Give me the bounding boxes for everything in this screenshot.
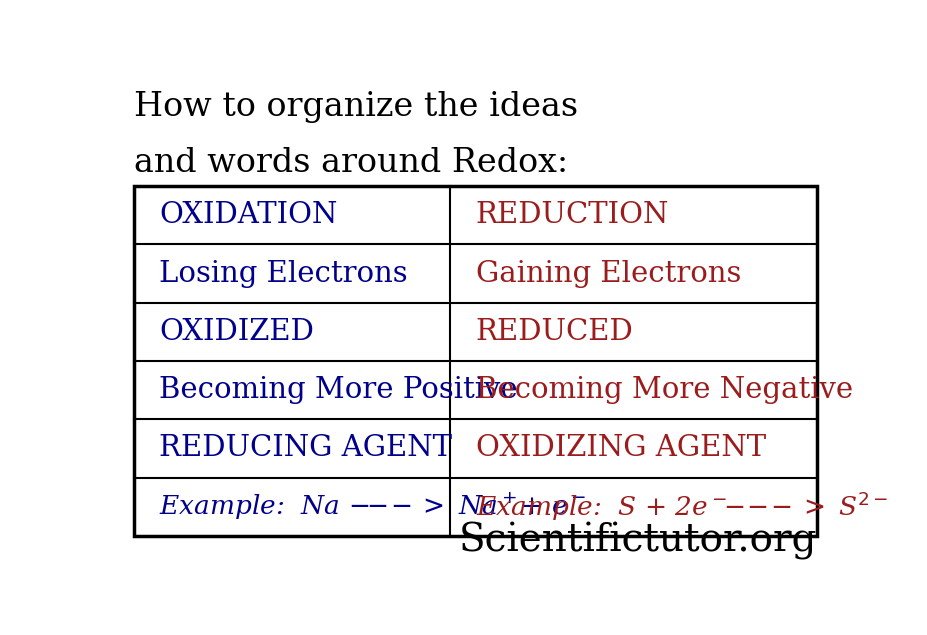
Text: OXIDATION: OXIDATION [159,201,337,229]
Text: Gaining Electrons: Gaining Electrons [476,260,740,288]
Text: Example:  S + 2e$^-\!\!\!-\!\!-\!\!->$ S$^{2-}$: Example: S + 2e$^-\!\!\!-\!\!-\!\!->$ S$… [476,490,886,523]
Text: Losing Electrons: Losing Electrons [159,260,407,288]
Text: OXIDIZED: OXIDIZED [159,318,313,346]
Text: Scientifictutor.org: Scientifictutor.org [458,522,817,560]
Text: Becoming More Positive: Becoming More Positive [159,376,517,404]
Text: OXIDIZING AGENT: OXIDIZING AGENT [476,434,765,462]
Text: Example:  Na $-\!\!-\!\!->$ Na$^+$+ e$^-$: Example: Na $-\!\!-\!\!->$ Na$^+$+ e$^-$ [159,491,586,523]
Bar [133,186,817,536]
Text: Becoming More Negative: Becoming More Negative [476,376,852,404]
Text: and words around Redox:: and words around Redox: [133,147,567,179]
Text: REDUCED: REDUCED [476,318,632,346]
Text: How to organize the ideas: How to organize the ideas [133,91,578,123]
Text: REDUCTION: REDUCTION [476,201,668,229]
Text: REDUCING AGENT: REDUCING AGENT [159,434,451,462]
